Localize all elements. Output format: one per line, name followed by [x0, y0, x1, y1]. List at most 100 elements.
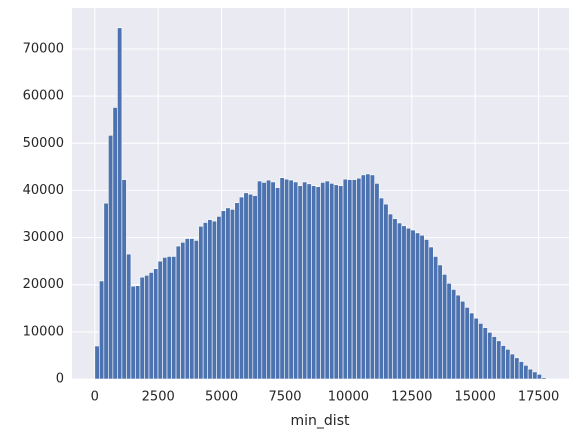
- bar: [532, 371, 538, 380]
- bar: [252, 195, 258, 380]
- bar: [518, 361, 524, 380]
- y-tick-label: 50000: [23, 136, 64, 151]
- bar: [460, 300, 466, 380]
- bar: [342, 178, 348, 380]
- y-tick-label: 0: [56, 372, 64, 387]
- bar: [99, 280, 105, 380]
- bar: [234, 202, 240, 380]
- bar: [229, 208, 236, 380]
- bar: [410, 229, 416, 380]
- bar: [297, 185, 303, 380]
- bar: [144, 274, 150, 380]
- bar: [171, 256, 177, 380]
- bar: [491, 336, 497, 380]
- bar: [419, 234, 425, 380]
- x-tick-label: 12500: [391, 390, 432, 405]
- bar: [130, 285, 136, 380]
- bar: [351, 179, 357, 380]
- bar: [238, 196, 245, 380]
- x-tick-label: 7500: [268, 390, 301, 405]
- bar: [478, 323, 484, 380]
- y-tick-label: 30000: [23, 230, 64, 245]
- y-tick-label: 40000: [23, 183, 64, 198]
- bar: [139, 276, 145, 380]
- bar: [112, 107, 118, 380]
- bar: [148, 272, 154, 380]
- bar: [333, 184, 339, 380]
- bar: [500, 345, 506, 380]
- y-tick-label: 70000: [23, 42, 64, 57]
- bar: [279, 177, 285, 380]
- x-tick-label: 5000: [205, 390, 238, 405]
- bar: [121, 179, 127, 380]
- bar: [135, 285, 141, 380]
- bar: [383, 203, 389, 380]
- y-tick-label: 10000: [23, 324, 64, 339]
- bar: [284, 178, 290, 380]
- bar: [401, 225, 407, 380]
- bar: [473, 317, 479, 380]
- bar: [414, 232, 421, 380]
- x-tick-label: 17500: [518, 390, 559, 405]
- bar: [311, 185, 317, 380]
- bar: [320, 182, 326, 380]
- bar: [455, 294, 461, 380]
- bar: [157, 260, 163, 380]
- x-axis-label: min_dist: [291, 413, 350, 429]
- bar: [428, 246, 434, 380]
- bar: [261, 182, 267, 380]
- bar: [514, 357, 520, 380]
- bar: [369, 174, 375, 380]
- x-tick-label: 10000: [328, 390, 369, 405]
- bar: [329, 183, 335, 380]
- bar: [396, 222, 403, 380]
- bar: [433, 256, 439, 380]
- bar: [338, 185, 344, 380]
- bar: [405, 227, 412, 380]
- bar: [103, 202, 109, 380]
- bar: [324, 180, 330, 380]
- bar: [496, 340, 502, 380]
- bar: [527, 368, 533, 380]
- bar: [94, 345, 100, 380]
- bar: [365, 173, 371, 380]
- bar: [505, 349, 511, 380]
- bar: [509, 353, 515, 380]
- bar: [315, 186, 321, 380]
- bar: [117, 27, 123, 380]
- x-tick-label: 2500: [142, 390, 175, 405]
- bar: [356, 177, 362, 380]
- bar: [162, 257, 168, 380]
- bar: [207, 219, 213, 380]
- bar: [175, 245, 181, 380]
- bar: [302, 181, 308, 380]
- bar: [374, 183, 380, 380]
- bar: [464, 307, 470, 380]
- bar: [211, 220, 217, 380]
- bar: [247, 193, 254, 380]
- bar: [347, 179, 353, 380]
- bar: [126, 253, 132, 380]
- bar: [482, 327, 488, 380]
- bar: [424, 239, 430, 380]
- bar: [225, 207, 231, 380]
- bar: [446, 283, 452, 380]
- bar: [220, 210, 227, 380]
- bar: [270, 181, 276, 380]
- bar: [288, 179, 294, 380]
- bar: [536, 373, 542, 380]
- bar: [266, 179, 272, 380]
- bar: [392, 218, 398, 380]
- bar: [243, 192, 249, 380]
- bar: [387, 213, 394, 380]
- bar: [437, 264, 443, 380]
- bar: [469, 312, 475, 380]
- bar: [216, 216, 222, 380]
- bar: [378, 197, 384, 380]
- bars: [94, 27, 547, 380]
- bar: [451, 289, 457, 380]
- bar: [166, 256, 172, 380]
- bar: [189, 238, 195, 380]
- bar: [306, 183, 312, 380]
